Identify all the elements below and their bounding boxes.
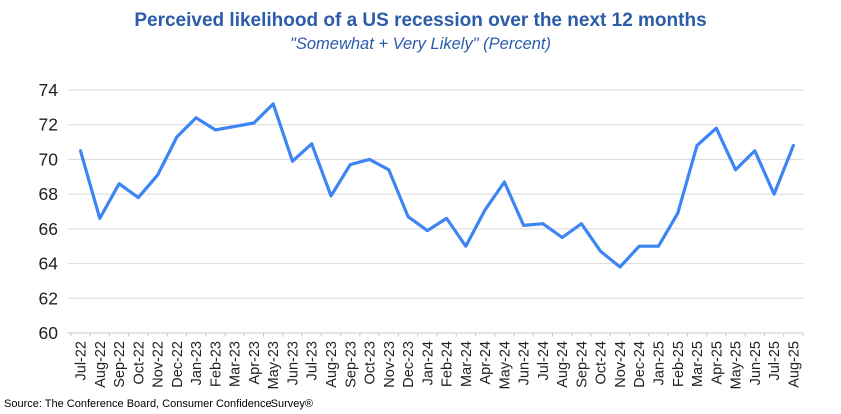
- x-axis-tick-label: Jan-25: [652, 341, 668, 385]
- x-axis-tick-label: Nov-24: [613, 341, 629, 388]
- x-axis-tick-label: Jan-24: [420, 341, 436, 385]
- x-axis-tick-label: Aug-25: [786, 341, 802, 388]
- x-axis-tick-label: May-23: [266, 341, 282, 389]
- y-axis-tick-label: 70: [39, 149, 59, 169]
- y-axis-tick-label: 72: [39, 115, 58, 135]
- chart-header: Perceived likelihood of a US recession o…: [0, 10, 841, 53]
- x-axis-tick-label: Dec-22: [170, 341, 186, 388]
- recession-likelihood-line: [78, 102, 796, 269]
- x-axis-tick-label: Jul-24: [536, 341, 552, 381]
- x-axis-tick-label: Feb-25: [671, 341, 687, 387]
- x-axis-tick-label: Jun-23: [285, 341, 301, 385]
- x-axis-tick-label: Oct-24: [594, 341, 610, 385]
- x-axis-tick-label: Aug-22: [93, 341, 109, 388]
- x-axis-tick-label: Feb-23: [208, 341, 224, 387]
- y-axis-tick-label: 66: [39, 219, 58, 239]
- x-axis-tick-label: Sep-23: [343, 341, 359, 388]
- x-axis-tick-label: Aug-23: [324, 341, 340, 388]
- x-axis-tick-label: Jun-24: [517, 341, 533, 385]
- x-axis-tick-label: Mar-25: [690, 341, 706, 387]
- x-axis-tick-label: Sep-22: [112, 341, 128, 388]
- source-note: Source: The Conference Board, Consumer C…: [4, 398, 313, 410]
- y-axis-tick-label: 74: [39, 80, 59, 100]
- chart-subtitle: "Somewhat + Very Likely" (Percent): [290, 34, 551, 53]
- x-axis-tick-label: Apr-23: [247, 341, 263, 385]
- x-axis-tick-label: Mar-23: [228, 341, 244, 387]
- source-text: Source: The Conference Board, Consumer C…: [4, 398, 272, 410]
- x-axis-tick-label: Feb-24: [440, 341, 456, 387]
- x-axis-tick-label: Jul-22: [74, 341, 90, 381]
- x-axis-tick-label: Oct-22: [131, 341, 147, 385]
- x-axis-tick-label: Aug-24: [555, 341, 571, 388]
- x-axis-tick-label: Dec-23: [401, 341, 417, 388]
- x-axis-tick-label: May-24: [497, 341, 513, 389]
- y-axis-tick-label: 64: [39, 254, 59, 274]
- x-axis-tick-label: Sep-24: [574, 341, 590, 388]
- x-axis-tick-label: Apr-24: [478, 341, 494, 385]
- x-axis-tick-label: Jul-25: [767, 341, 783, 381]
- x-axis-tick-label: Apr-25: [709, 341, 725, 385]
- survey-text: Survey®: [270, 398, 313, 410]
- chart-title: Perceived likelihood of a US recession o…: [134, 10, 707, 31]
- x-axis-tick-label: Dec-24: [632, 341, 648, 388]
- x-axis-tick-label: Jul-23: [305, 341, 321, 381]
- x-axis-tick-label: Mar-24: [459, 341, 475, 387]
- y-axis-tick-label: 62: [39, 288, 58, 308]
- y-axis-tick-label: 60: [39, 323, 59, 343]
- x-axis-tick-label: Oct-23: [363, 341, 379, 385]
- x-axis-tick-label: Jun-25: [748, 341, 764, 385]
- x-axis-tick-label: Nov-22: [151, 341, 167, 388]
- y-axis-tick-label: 68: [39, 184, 58, 204]
- x-axis-tick-label: Nov-23: [382, 341, 398, 388]
- x-axis-tick-label: May-25: [729, 341, 745, 389]
- x-axis-tick-label: Jan-23: [189, 341, 205, 385]
